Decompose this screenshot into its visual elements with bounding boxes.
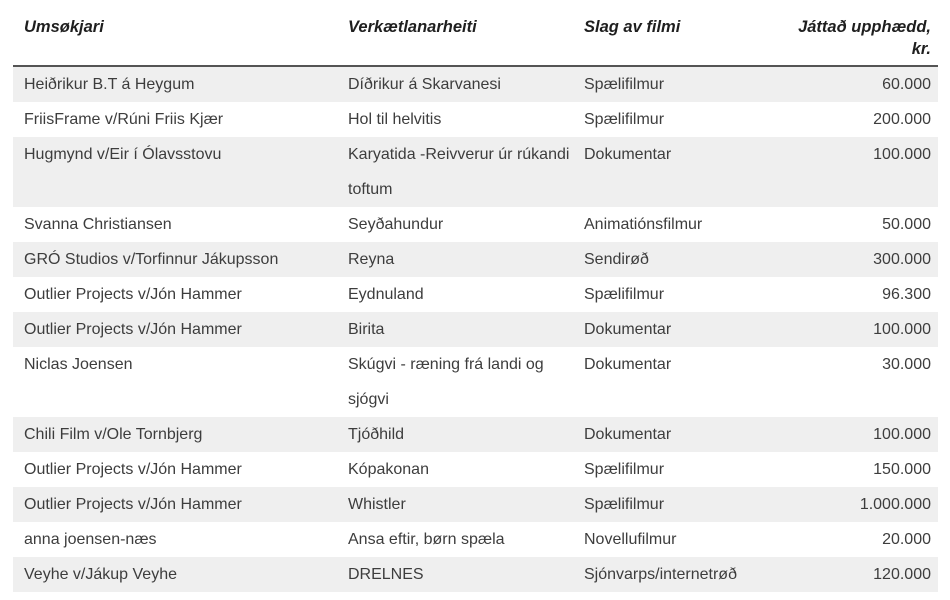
cell-project-title: Karyatida -Reivverur úr rúkandi toftum — [348, 146, 570, 198]
table-row: Outlier Projects v/Jón Hammer Eydnuland Sp… — [13, 277, 938, 312]
cell-applicant: Outlier Projects v/Jón Hammer — [24, 461, 242, 478]
column-header-film-type: Slag av filmi — [573, 6, 758, 67]
cell-film-type: Spælifilmur — [584, 286, 665, 303]
table-row: Hugmynd v/Eir í Ólavsstovu Karyatida -Rei… — [13, 137, 938, 207]
cell-applicant: Outlier Projects v/Jón Hammer — [24, 496, 242, 513]
cell-amount: 150.000 — [873, 461, 931, 478]
table-row: Heiðrikur B.T á Heygum Díðrikur á Skarvan… — [13, 66, 938, 102]
cell-film-type: Sendirøð — [584, 251, 649, 268]
cell-film-type: Sjónvarps/internetrøð — [584, 566, 737, 583]
cell-project-title: Skúgvi - ræning frá landi og sjógvi — [348, 356, 544, 408]
cell-project-title: Kópakonan — [348, 461, 429, 478]
cell-project-title: Seyðahundur — [348, 216, 444, 233]
cell-applicant: Svanna Christiansen — [24, 216, 172, 233]
cell-project-title: DRELNES — [348, 566, 424, 583]
table-row: GRÓ Studios v/Torfinnur Jákupsson Reyna Se… — [13, 242, 938, 277]
cell-amount: 120.000 — [873, 566, 931, 583]
cell-amount: 300.000 — [873, 251, 931, 268]
cell-project-title: Tjóðhild — [348, 426, 405, 443]
cell-amount: 20.000 — [882, 531, 931, 548]
cell-applicant: Outlier Projects v/Jón Hammer — [24, 286, 242, 303]
cell-film-type: Spælifilmur — [584, 461, 665, 478]
cell-project-title: Reyna — [348, 251, 395, 268]
cell-applicant: anna joensen-næs — [24, 531, 157, 548]
cell-project-title: Birita — [348, 321, 385, 338]
cell-amount: 1.000.000 — [859, 496, 931, 513]
cell-film-type: Spælifilmur — [584, 76, 665, 93]
table-row: Svanna Christiansen Seyðahundur Animatións… — [13, 207, 938, 242]
cell-amount: 100.000 — [873, 426, 931, 443]
column-header-project-title: Verkætlanarheiti — [337, 6, 573, 67]
cell-amount: 60.000 — [882, 76, 931, 93]
header-row: Umsøkjari Verkætlanarheiti Slag av filmi… — [13, 6, 938, 67]
cell-applicant: FriisFrame v/Rúni Friis Kjær — [24, 111, 224, 128]
cell-film-type: Animatiónsfilmur — [584, 216, 703, 233]
table-row: Niclas Joensen Skúgvi - ræning frá landi … — [13, 347, 938, 417]
cell-project-title: Hol til helvitis — [348, 111, 442, 128]
cell-amount: 100.000 — [873, 321, 931, 338]
cell-amount: 30.000 — [882, 356, 931, 373]
cell-applicant: Hugmynd v/Eir í Ólavsstovu — [24, 146, 222, 163]
column-header-applicant: Umsøkjari — [13, 6, 337, 67]
cell-applicant: GRÓ Studios v/Torfinnur Jákupsson — [24, 251, 279, 268]
cell-film-type: Dokumentar — [584, 426, 672, 443]
cell-amount: 50.000 — [882, 216, 931, 233]
cell-applicant: Veyhe v/Jákup Veyhe — [24, 566, 177, 583]
table-row: FriisFrame v/Rúni Friis Kjær Hol til helv… — [13, 102, 938, 137]
cell-project-title: Ansa eftir, børn spæla — [348, 531, 505, 548]
table-row: Outlier Projects v/Jón Hammer Birita Dokum… — [13, 312, 938, 347]
cell-project-title: Whistler — [348, 496, 406, 513]
cell-applicant: Heiðrikur B.T á Heygum — [24, 76, 195, 93]
cell-film-type: Spælifilmur — [584, 496, 665, 513]
table-row: Veyhe v/Jákup Veyhe DRELNES Sjónvarps/inte… — [13, 557, 938, 592]
cell-amount: 96.300 — [882, 286, 931, 303]
cell-film-type: Dokumentar — [584, 321, 672, 338]
cell-amount: 200.000 — [873, 111, 931, 128]
cell-amount: 100.000 — [873, 146, 931, 163]
table-row: Outlier Projects v/Jón Hammer Kópakonan Sp… — [13, 452, 938, 487]
table-row: Outlier Projects v/Jón Hammer Whistler Spæ… — [13, 487, 938, 522]
cell-film-type: Novellufilmur — [584, 531, 677, 548]
cell-film-type: Dokumentar — [584, 146, 672, 163]
cell-film-type: Dokumentar — [584, 356, 672, 373]
cell-applicant: Niclas Joensen — [24, 356, 133, 373]
table-row: Chili Film v/Ole Tornbjerg Tjóðhild Dokume… — [13, 417, 938, 452]
column-header-amount: Játtað upphædd, kr. — [758, 6, 938, 67]
cell-applicant: Chili Film v/Ole Tornbjerg — [24, 426, 203, 443]
cell-film-type: Spælifilmur — [584, 111, 665, 128]
grants-table: Umsøkjari Verkætlanarheiti Slag av filmi… — [13, 6, 938, 592]
cell-project-title: Eydnuland — [348, 286, 424, 303]
cell-project-title: Díðrikur á Skarvanesi — [348, 76, 501, 93]
table-row: anna joensen-næs Ansa eftir, børn spæla No… — [13, 522, 938, 557]
cell-applicant: Outlier Projects v/Jón Hammer — [24, 321, 242, 338]
